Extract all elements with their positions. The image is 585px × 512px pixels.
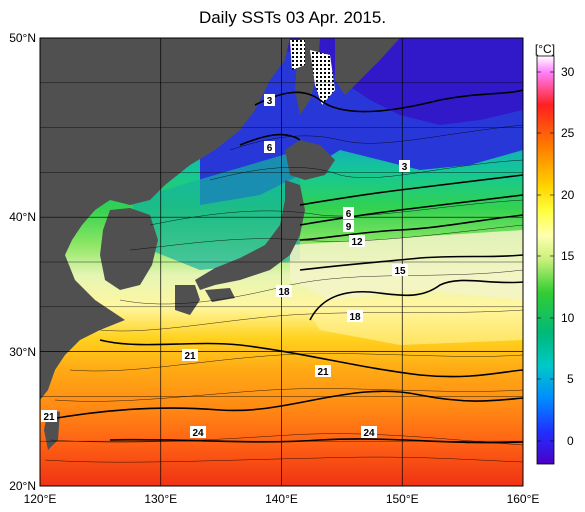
contour-label: 12 bbox=[349, 235, 365, 248]
contour-label: 21 bbox=[315, 365, 331, 378]
lon-label: 150°E bbox=[386, 492, 419, 506]
map-title: Daily SSTs 03 Apr. 2015. bbox=[198, 8, 387, 27]
contour-label: 6 bbox=[264, 141, 275, 154]
colorbar-tick: 5 bbox=[567, 372, 574, 386]
colorbar-tick: 30 bbox=[561, 65, 575, 79]
contour-label: 9 bbox=[343, 220, 354, 233]
colorbar-unit: [°C] bbox=[535, 42, 555, 56]
svg-text:21: 21 bbox=[184, 351, 196, 362]
svg-text:18: 18 bbox=[349, 312, 361, 323]
contour-label: 3 bbox=[264, 94, 275, 107]
contour-label: 6 bbox=[343, 207, 354, 220]
lon-label: 120°E bbox=[24, 492, 57, 506]
contour-label: 18 bbox=[276, 285, 292, 298]
svg-text:6: 6 bbox=[267, 143, 273, 154]
lat-label: 40°N bbox=[9, 210, 36, 224]
lon-label: 160°E bbox=[507, 492, 540, 506]
lon-label: 140°E bbox=[265, 492, 298, 506]
bold-isotherms bbox=[44, 89, 523, 444]
colorbar-tick: 15 bbox=[561, 249, 575, 263]
svg-text:3: 3 bbox=[402, 162, 408, 173]
svg-text:24: 24 bbox=[192, 428, 204, 439]
colorbar-tick: 20 bbox=[561, 188, 575, 202]
svg-text:15: 15 bbox=[394, 266, 406, 277]
svg-text:21: 21 bbox=[317, 367, 329, 378]
contour-label: 18 bbox=[347, 310, 363, 323]
contour-label: 3 bbox=[399, 160, 410, 173]
longitude-labels: 120°E 130°E 140°E 150°E 160°E bbox=[24, 492, 540, 506]
contour-label: 24 bbox=[190, 426, 206, 439]
colorbar: [°C] 30 25 20 15 10 5 0 bbox=[535, 42, 575, 465]
contour-label: 24 bbox=[361, 426, 377, 439]
svg-text:24: 24 bbox=[363, 428, 375, 439]
thin-isotherms bbox=[44, 124, 523, 463]
svg-text:18: 18 bbox=[278, 287, 290, 298]
contour-label: 21 bbox=[41, 410, 57, 423]
lat-label: 50°N bbox=[9, 31, 36, 45]
colorbar-tick: 25 bbox=[561, 126, 575, 140]
grid bbox=[39, 37, 524, 487]
svg-text:6: 6 bbox=[346, 209, 352, 220]
contour-label: 21 bbox=[182, 349, 198, 362]
lon-label: 130°E bbox=[144, 492, 177, 506]
contour-labels: 3 6 3 6 9 12 15 18 18 21 21 21 24 24 bbox=[41, 94, 410, 439]
svg-text:3: 3 bbox=[267, 96, 273, 107]
lat-label: 30°N bbox=[9, 345, 36, 359]
colorbar-scale bbox=[536, 55, 555, 465]
latitude-labels: 50°N 40°N 30°N 20°N bbox=[9, 31, 36, 493]
lat-label: 20°N bbox=[9, 479, 36, 493]
svg-text:21: 21 bbox=[43, 412, 55, 423]
contour-label: 15 bbox=[392, 264, 408, 277]
colorbar-tick: 10 bbox=[561, 311, 575, 325]
svg-text:9: 9 bbox=[346, 222, 352, 233]
svg-text:12: 12 bbox=[351, 237, 363, 248]
colorbar-tick: 0 bbox=[567, 434, 574, 448]
